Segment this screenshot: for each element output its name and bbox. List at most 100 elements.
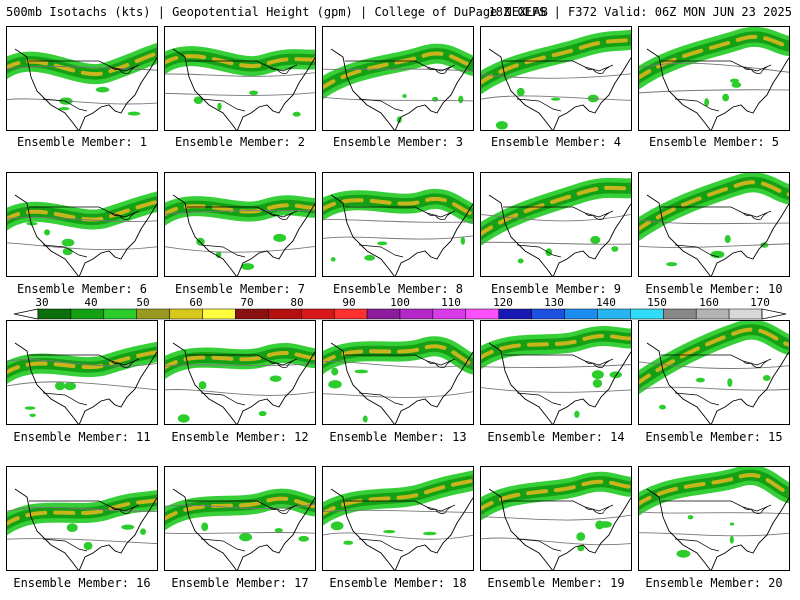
us-mexico-border <box>516 392 562 406</box>
isotach-patch <box>273 233 287 242</box>
us-mexico-border <box>358 244 404 258</box>
isotach-patch <box>550 97 561 101</box>
height-contour <box>481 514 631 521</box>
isotach-patch <box>364 254 375 261</box>
coastline <box>646 194 789 276</box>
isotach-patch <box>24 406 36 410</box>
colorbar-arrow-left <box>13 308 39 320</box>
height-contour <box>7 381 157 391</box>
isotach-patch <box>422 531 437 536</box>
isotach-patch <box>249 90 259 96</box>
ensemble-map-panel <box>164 466 316 571</box>
ensemble-map-panel <box>6 172 158 277</box>
coastline <box>646 48 789 130</box>
colorbar-segment <box>366 308 401 320</box>
isotach-patch <box>127 111 141 116</box>
jet-stream-core <box>323 197 473 216</box>
colorbar-segment <box>597 308 631 320</box>
member-map <box>323 336 473 424</box>
isotach-patch <box>26 222 38 226</box>
jet-stream-core <box>165 54 315 68</box>
isotach-patch <box>343 540 354 545</box>
colorbar-segment <box>531 308 565 320</box>
colorbar-tick-label: 50 <box>136 296 150 309</box>
jet-stream-core <box>7 51 157 76</box>
ensemble-map-panel <box>322 320 474 425</box>
chart-header: 500mb Isotachs (kts) | Geopotential Heig… <box>6 4 796 20</box>
colorbar-segment <box>70 308 105 320</box>
coastline <box>172 342 315 424</box>
great-lakes <box>742 506 768 514</box>
height-contour <box>323 509 473 514</box>
colorbar-tick-label: 80 <box>290 296 304 309</box>
height-contour <box>639 62 789 73</box>
isotach-patch <box>330 521 344 531</box>
isotach-patch <box>762 374 771 381</box>
ensemble-map-panel <box>164 26 316 131</box>
great-lakes <box>110 506 136 514</box>
member-label: Ensemble Member: 8 <box>332 282 464 296</box>
ensemble-map-panel <box>638 320 790 425</box>
great-lakes <box>268 212 294 220</box>
height-contour <box>481 387 631 393</box>
ensemble-map-panel <box>480 172 632 277</box>
isotach-patch <box>298 535 309 542</box>
height-contour <box>323 96 473 102</box>
jet-stream-core <box>323 51 473 90</box>
member-label: Ensemble Member: 17 <box>171 576 309 590</box>
colorbar-tick-label: 170 <box>750 296 770 309</box>
member-map <box>481 471 631 570</box>
us-canada-border <box>503 354 614 366</box>
isotach-patch <box>729 78 739 84</box>
member-label: Ensemble Member: 10 <box>645 282 783 296</box>
height-contour <box>323 68 473 72</box>
isotach-patch <box>517 258 524 264</box>
coastline <box>488 48 631 130</box>
isotach-patch <box>729 535 734 544</box>
ensemble-map-panel <box>638 172 790 277</box>
isotach-patch <box>177 414 190 423</box>
isotach-patch <box>331 367 339 376</box>
jet-stream-core <box>481 185 631 237</box>
ensemble-map-panel <box>480 26 632 131</box>
isotach-patch <box>274 528 283 533</box>
us-mexico-border <box>200 98 246 112</box>
great-lakes <box>584 212 610 220</box>
member-label: Ensemble Member: 9 <box>490 282 622 296</box>
us-mexico-border <box>674 244 720 258</box>
height-contour <box>7 242 157 251</box>
us-mexico-border <box>674 538 720 552</box>
ensemble-map-panel <box>6 466 158 571</box>
isotach-patch <box>516 87 525 97</box>
member-label: Ensemble Member: 18 <box>329 576 467 590</box>
great-lakes <box>268 66 294 74</box>
ensemble-map-panel <box>164 172 316 277</box>
height-contour <box>323 391 473 398</box>
wind-speed-colorbar <box>13 308 787 320</box>
colorbar-segment <box>465 308 499 320</box>
ensemble-map-panel <box>6 320 158 425</box>
member-map <box>323 43 473 130</box>
isotach-patch <box>66 523 78 532</box>
colorbar-tick-label: 120 <box>493 296 513 309</box>
height-contour <box>639 511 789 515</box>
member-label: Ensemble Member: 13 <box>329 430 467 444</box>
member-map <box>481 325 631 424</box>
isotach-patch <box>729 522 735 526</box>
us-mexico-border <box>516 538 562 552</box>
coastline <box>172 48 315 130</box>
isotach-patch <box>710 250 725 259</box>
great-lakes <box>268 360 294 368</box>
member-map <box>639 27 789 130</box>
isotach-patch <box>576 532 586 541</box>
member-label: Ensemble Member: 14 <box>487 430 625 444</box>
height-contour <box>165 503 315 509</box>
chart-title: 500mb Isotachs (kts) | Geopotential Heig… <box>6 5 548 19</box>
great-lakes <box>426 506 452 514</box>
great-lakes <box>110 66 136 74</box>
isotach-patch <box>687 515 694 520</box>
isotach-patch <box>460 236 466 245</box>
isotach-patch <box>61 238 75 247</box>
us-mexico-border <box>516 98 562 112</box>
coastline <box>488 342 631 424</box>
